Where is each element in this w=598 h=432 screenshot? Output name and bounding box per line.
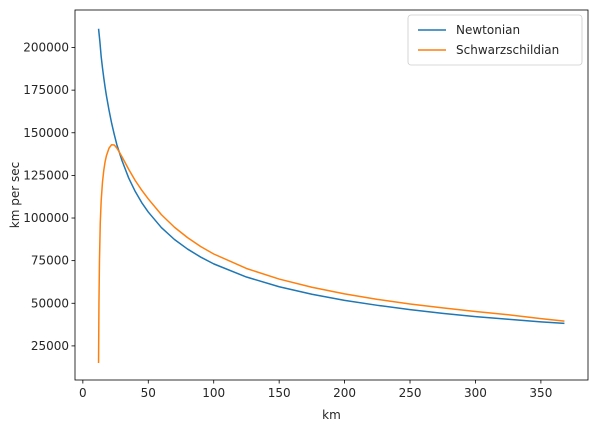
x-axis-label: km — [322, 408, 341, 422]
legend-label-schwarzschildian: Schwarzschildian — [456, 43, 559, 57]
y-tick-label: 200000 — [23, 41, 69, 55]
legend-box — [407, 14, 583, 66]
x-tick-label: 50 — [141, 386, 156, 400]
x-tick-label: 100 — [202, 386, 225, 400]
plot-frame — [74, 9, 589, 381]
y-tick-label: 100000 — [23, 211, 69, 225]
x-tick-label: 0 — [79, 386, 87, 400]
y-tick-label: 150000 — [23, 126, 69, 140]
y-tick-label: 75000 — [31, 254, 69, 268]
x-tick-label: 200 — [333, 386, 356, 400]
y-tick-label: 25000 — [31, 339, 69, 353]
y-tick-label: 125000 — [23, 168, 69, 182]
legend-label-newtonian: Newtonian — [456, 23, 520, 37]
x-tick-label: 350 — [529, 386, 552, 400]
x-tick-label: 150 — [268, 386, 291, 400]
x-tick-label: 300 — [464, 386, 487, 400]
legend: Newtonian Schwarzschildian — [407, 14, 583, 66]
x-tick-label: 250 — [399, 386, 422, 400]
series-line-newtonian — [97, 28, 565, 325]
x-axis-ticks: 0 50 100 150 200 250 300 350 — [79, 380, 552, 400]
y-axis-label: km per sec — [8, 162, 22, 228]
y-axis-ticks: 25000 50000 75000 100000 125000 150000 175000 2… — [23, 41, 75, 353]
plot-lines — [97, 28, 565, 363]
series-line-schwarzschildian — [97, 143, 565, 363]
y-tick-label: 50000 — [31, 296, 69, 310]
y-tick-label: 175000 — [23, 83, 69, 97]
